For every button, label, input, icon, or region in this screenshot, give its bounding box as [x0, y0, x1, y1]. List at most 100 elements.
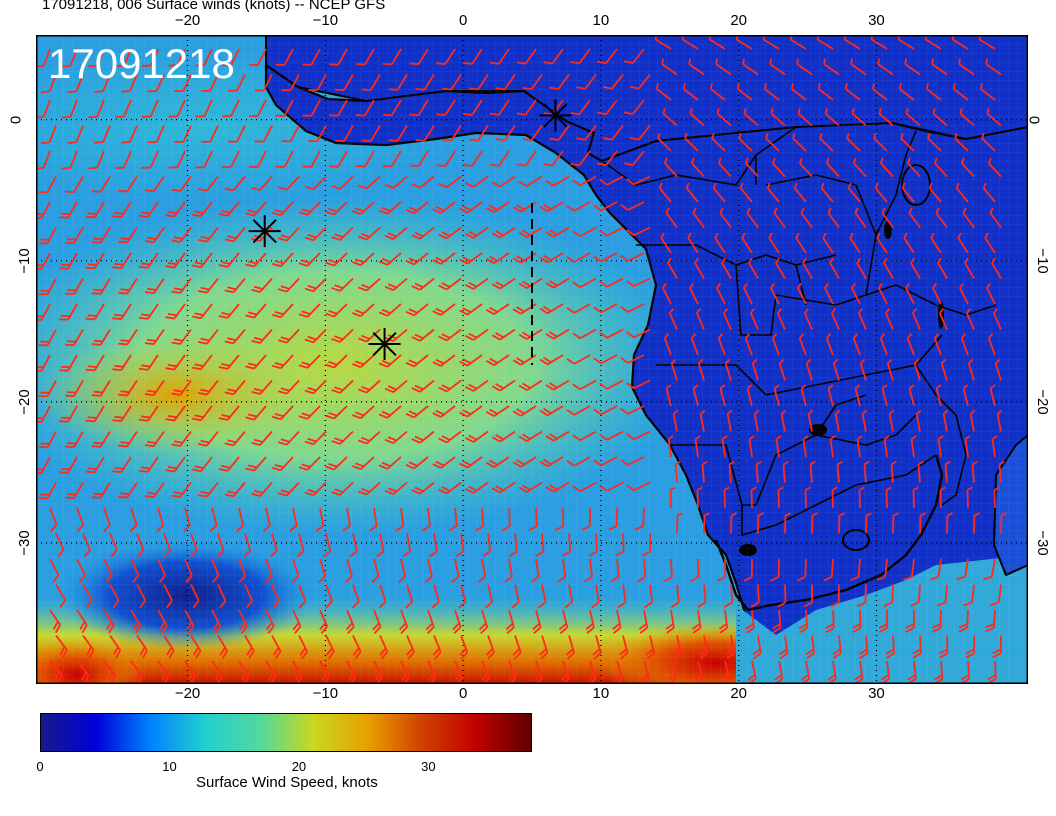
wind-barb [452, 609, 462, 635]
wind-barb [599, 430, 624, 441]
wind-barb [792, 132, 807, 152]
wind-barb [724, 358, 732, 381]
wind-barb [271, 354, 294, 370]
wind-barb [570, 48, 591, 65]
wind-barb [192, 405, 213, 422]
wind-barb [662, 108, 678, 127]
wind-barb [352, 303, 375, 318]
wind-barb [120, 125, 138, 144]
wind-barb [103, 660, 117, 684]
wind-barb [115, 99, 132, 119]
wind-barb [634, 507, 645, 531]
wind-barb [141, 150, 159, 169]
wind-barb [699, 635, 709, 660]
wind-barb [836, 460, 843, 483]
latitude-tick-label: −20 [16, 389, 34, 415]
wind-barb [676, 512, 683, 534]
longitude-tick-label: 0 [458, 12, 468, 29]
wind-barb [871, 83, 888, 101]
wind-barb [946, 512, 953, 534]
wind-barb [581, 507, 591, 531]
wind-barb [352, 201, 375, 216]
wind-barb [378, 584, 387, 609]
wind-barb [329, 99, 348, 117]
latitude-tick-label: −20 [1034, 389, 1052, 415]
wind-barb [218, 405, 240, 421]
wind-barb [361, 74, 381, 91]
wind-barb [716, 282, 726, 305]
wind-barb [982, 182, 996, 203]
wind-barb [742, 58, 759, 76]
wind-barb [539, 252, 564, 264]
wind-barb [545, 226, 570, 238]
wind-barb [819, 132, 834, 152]
wind-barb [722, 308, 732, 330]
wind-barb [411, 379, 435, 393]
wind-barb [59, 252, 78, 270]
wind-barb [539, 303, 564, 315]
wind-barb [851, 108, 867, 127]
wind-barb [411, 175, 435, 189]
wind-barb [593, 405, 618, 416]
wind-barb [459, 405, 483, 418]
wind-barb [741, 232, 753, 254]
wind-barb [325, 201, 348, 216]
wind-barb [817, 83, 834, 101]
wind-barb [409, 99, 429, 117]
wind-barb [304, 175, 327, 191]
wind-barb [409, 48, 429, 66]
wind-barb [296, 533, 305, 558]
wind-barb [744, 333, 753, 356]
wind-barb [626, 175, 651, 186]
wind-barb [944, 460, 951, 483]
wind-barb [489, 99, 510, 116]
wind-barb [245, 456, 267, 472]
wind-barb [588, 533, 598, 557]
wind-barb [157, 558, 167, 583]
wind-barb [438, 328, 462, 342]
wind-barb [192, 201, 213, 218]
wind-barb [932, 609, 942, 633]
wind-barb [688, 58, 705, 76]
wind-barb [211, 558, 220, 584]
wind-barb [352, 354, 375, 369]
wind-barb [184, 558, 193, 583]
wind-barb [937, 435, 944, 458]
wind-barb [438, 277, 462, 291]
wind-barb [463, 99, 483, 116]
wind-barb [228, 125, 246, 143]
wind-barb [743, 108, 759, 127]
wind-barb [59, 354, 78, 372]
wind-barb [304, 277, 327, 293]
wind-barb [59, 405, 78, 423]
wind-barb [195, 48, 213, 67]
wind-barb [797, 282, 807, 305]
wind-barb [271, 252, 294, 268]
wind-barb [827, 384, 834, 407]
wind-barb [38, 380, 57, 398]
wind-barb [969, 409, 976, 432]
wind-barb [144, 328, 165, 346]
wind-barb [736, 83, 753, 101]
wind-barb [197, 328, 219, 345]
wind-barb [885, 486, 892, 509]
wind-barb [432, 456, 456, 469]
wind-barb [663, 333, 672, 356]
wind-barb [165, 252, 186, 269]
wind-barb [775, 435, 782, 458]
wind-barb [325, 252, 348, 267]
station-markers [248, 99, 572, 360]
wind-barb [88, 150, 105, 170]
wind-barb [289, 507, 298, 532]
wind-barb [890, 460, 897, 483]
wind-barb [558, 609, 569, 634]
wind-barb [856, 257, 867, 279]
wind-barb [491, 175, 516, 188]
wind-barb [355, 48, 375, 66]
wind-barb [228, 74, 246, 92]
wind-barb [459, 635, 469, 660]
wind-barb [76, 609, 88, 634]
wind-barb [275, 150, 294, 168]
wind-barb [910, 435, 917, 458]
wind-barb [432, 405, 456, 418]
